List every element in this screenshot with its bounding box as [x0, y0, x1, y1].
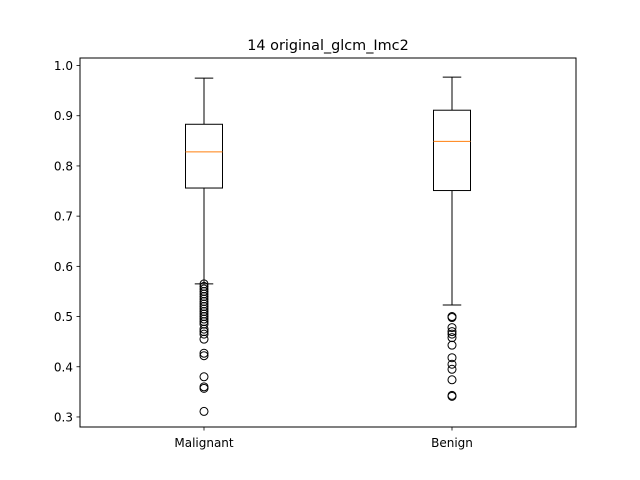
chart-title: 14 original_glcm_Imc2: [247, 38, 408, 54]
outlier-point: [447, 323, 457, 333]
outlier-point: [199, 314, 209, 324]
outlier-point: [199, 372, 209, 382]
outlier-point: [447, 340, 457, 350]
iqr-box: [185, 123, 223, 189]
y-tick-label: 0.3: [54, 410, 73, 424]
outlier-point: [447, 364, 457, 374]
x-tick-label: Malignant: [174, 436, 234, 450]
y-tick-label: 0.7: [54, 210, 73, 224]
x-tick-label: Benign: [431, 436, 473, 450]
outlier-point: [447, 359, 457, 369]
box-group-malignant: [185, 77, 223, 416]
outlier-point: [447, 375, 457, 385]
outlier-point: [199, 329, 209, 339]
outlier-point: [199, 324, 209, 334]
y-tick-label: 0.5: [54, 310, 73, 324]
y-tick-label: 0.8: [54, 159, 73, 173]
outlier-point: [199, 383, 209, 393]
plot-area: 0.3 0.4 0.5 0.6 0.7 0.8 0.9 1.0 Malignant Benign: [54, 59, 473, 450]
outlier-point: [199, 351, 209, 361]
outlier-point: [447, 329, 457, 339]
outlier-point: [199, 406, 209, 416]
y-tick-label: 0.6: [54, 260, 73, 274]
outlier-point: [447, 327, 457, 337]
axes-frame: [79, 57, 577, 428]
outlier-point: [447, 313, 457, 323]
y-tick-label: 0.9: [54, 109, 73, 123]
outlier-point: [199, 348, 209, 358]
outlier-point: [447, 353, 457, 363]
y-tick-label: 0.4: [54, 360, 73, 374]
outlier-point: [199, 334, 209, 344]
iqr-box: [433, 109, 471, 192]
box-group-benign: [433, 76, 471, 401]
outlier-point: [447, 391, 457, 401]
y-tick-label: 1.0: [54, 59, 73, 73]
